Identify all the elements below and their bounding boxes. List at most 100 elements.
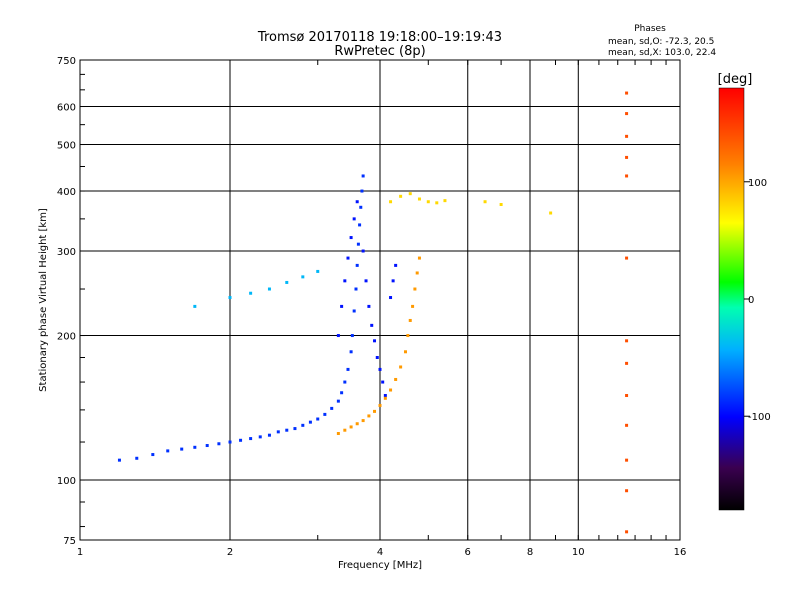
- echo-point: [383, 394, 387, 398]
- echo-point: [625, 256, 629, 260]
- phases-o-stats: mean, sd,O: -72.3, 20.5: [608, 37, 714, 47]
- echo-point: [625, 458, 629, 462]
- echo-point: [316, 269, 320, 273]
- echo-point: [180, 447, 184, 451]
- echo-point: [361, 419, 365, 423]
- echo-point: [381, 380, 385, 384]
- echo-point: [625, 134, 629, 138]
- colorbar-label: [deg]: [718, 72, 753, 87]
- echo-point: [258, 435, 262, 439]
- grid-lines: [80, 60, 680, 540]
- echo-point: [443, 199, 447, 203]
- echo-point: [301, 423, 305, 427]
- y-tick-label: 300: [57, 247, 76, 258]
- echo-point: [625, 423, 629, 427]
- echo-point: [349, 236, 353, 240]
- echo-point: [350, 334, 354, 338]
- x-tick-label: 4: [377, 547, 383, 558]
- echo-point: [389, 296, 393, 300]
- echo-point: [308, 420, 312, 424]
- echo-point: [330, 406, 334, 410]
- echo-point: [625, 361, 629, 365]
- x-axis-ticks: 1 2 4 6 8 10 16: [77, 60, 687, 558]
- echo-point: [625, 155, 629, 159]
- echo-point: [375, 355, 379, 359]
- echo-point: [352, 217, 356, 221]
- echo-point: [367, 414, 371, 418]
- echo-point: [343, 380, 347, 384]
- echo-point: [483, 200, 487, 204]
- x-axis-label: Frequency [MHz]: [338, 560, 422, 571]
- echo-point: [625, 489, 629, 493]
- echo-point: [336, 334, 340, 338]
- echo-point: [358, 223, 362, 227]
- echo-point: [549, 211, 553, 215]
- echo-point: [340, 391, 344, 395]
- echo-point: [343, 428, 347, 432]
- echo-point: [356, 242, 360, 246]
- echo-point: [135, 456, 139, 460]
- echo-point: [399, 194, 403, 198]
- echo-point: [359, 205, 363, 209]
- echo-point: [193, 304, 197, 308]
- echo-point: [205, 444, 209, 448]
- echo-point: [343, 279, 347, 283]
- x-tick-label: 6: [465, 547, 471, 558]
- echo-point: [267, 287, 271, 291]
- y-tick-label: 100: [57, 476, 76, 487]
- echo-point: [403, 350, 407, 354]
- y-tick-label: 750: [57, 56, 76, 67]
- echo-point: [285, 428, 289, 432]
- echo-point: [378, 403, 382, 407]
- echo-point: [354, 287, 358, 291]
- echo-point: [415, 271, 419, 275]
- echo-point: [435, 201, 439, 205]
- chart-title-line1: Tromsø 20170118 19:18:00–19:19:43: [257, 30, 502, 45]
- echo-point: [336, 432, 340, 436]
- y-tick-label: 600: [57, 103, 76, 114]
- echo-point: [276, 430, 280, 434]
- echo-point: [625, 91, 629, 95]
- echo-point: [417, 256, 421, 260]
- echo-point: [625, 339, 629, 343]
- echo-point: [408, 192, 412, 196]
- echo-point: [117, 458, 121, 462]
- x-tick-label: 10: [572, 547, 585, 558]
- echo-point: [370, 323, 374, 327]
- echo-point: [293, 427, 297, 431]
- echo-point: [389, 200, 393, 204]
- colorbar: [718, 87, 745, 511]
- x-tick-label: 16: [674, 547, 687, 558]
- echo-point: [355, 200, 359, 204]
- x-tick-label: 8: [527, 547, 533, 558]
- echo-point: [228, 296, 232, 300]
- phases-label: Phases: [634, 24, 666, 34]
- echo-point: [166, 449, 170, 453]
- echo-point: [625, 530, 629, 534]
- echo-point: [625, 174, 629, 178]
- echo-point: [340, 304, 344, 308]
- echo-point: [394, 263, 398, 267]
- y-axis-label: Stationary phase Virtual Height [km]: [38, 208, 49, 392]
- echo-point: [625, 394, 629, 398]
- echo-point: [408, 318, 412, 322]
- echo-point: [249, 437, 253, 441]
- echo-point: [625, 112, 629, 116]
- echo-point: [361, 249, 365, 253]
- echo-point: [285, 280, 289, 284]
- x-tick-label: 1: [77, 547, 83, 558]
- echo-point: [336, 399, 340, 403]
- echo-point: [367, 304, 371, 308]
- echo-point: [378, 367, 382, 371]
- echo-point: [383, 396, 387, 400]
- colorbar-tick-label: -100: [748, 412, 771, 423]
- y-tick-label: 200: [57, 332, 76, 343]
- echo-point: [217, 442, 221, 446]
- y-tick-label: 75: [63, 536, 76, 547]
- echo-point: [361, 174, 365, 178]
- echo-points: [117, 91, 629, 534]
- echo-point: [413, 287, 417, 291]
- echo-point: [426, 200, 430, 204]
- chart-title-line2: RwPretec (8p): [334, 44, 425, 59]
